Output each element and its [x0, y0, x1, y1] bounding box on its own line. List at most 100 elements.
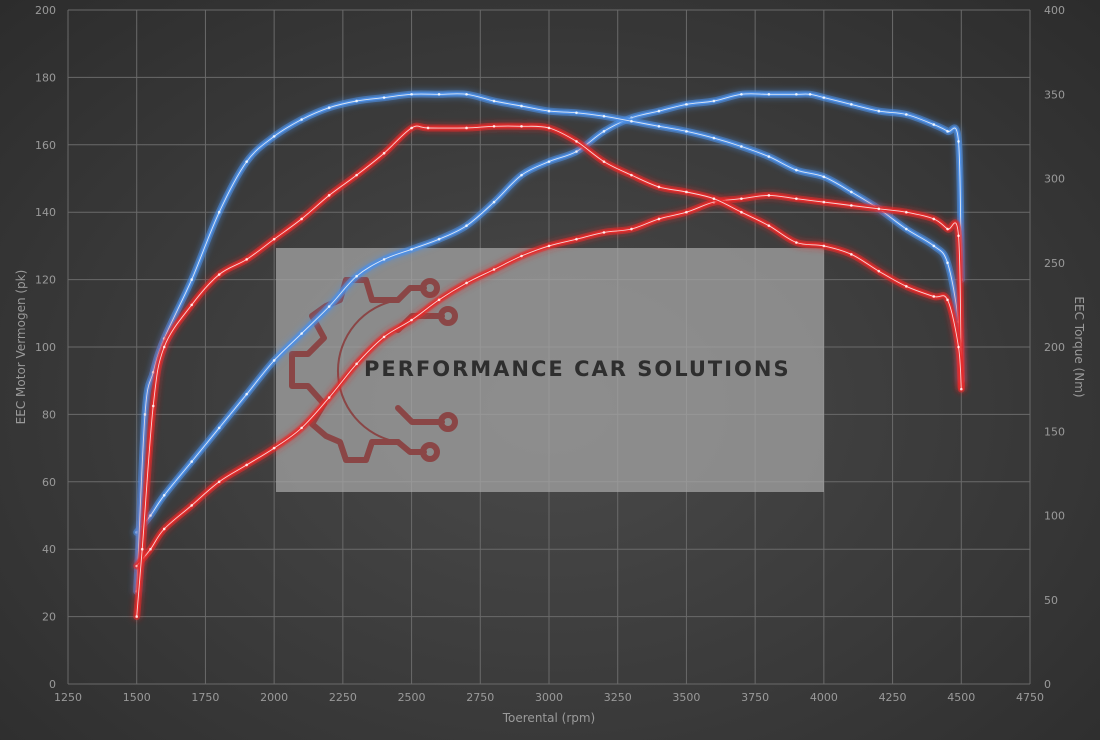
series-point	[327, 106, 331, 110]
series-point	[685, 190, 688, 194]
series-point	[740, 92, 743, 96]
series-point	[795, 241, 798, 244]
y-left-tick-label: 40	[42, 543, 56, 556]
series-point	[410, 247, 413, 251]
series-point	[300, 217, 303, 221]
series-point	[822, 244, 826, 248]
series-point	[547, 109, 551, 113]
series-point	[808, 92, 812, 96]
x-tick-label: 3500	[672, 691, 700, 704]
x-tick-label: 2750	[466, 691, 494, 704]
series-point	[245, 258, 248, 261]
axes: 1250 1500 1750 2000 2250 2500 2750 3000 3250 3500…	[35, 4, 1065, 704]
series-point	[465, 126, 468, 130]
series-point	[877, 207, 881, 211]
series-point	[547, 160, 551, 163]
y-right-tick-label: 400	[1044, 4, 1065, 17]
series-point	[795, 197, 798, 201]
series-point	[740, 197, 743, 201]
series-point	[630, 119, 633, 123]
series-point	[602, 231, 606, 234]
series-point	[140, 547, 144, 551]
x-tick-label: 2500	[398, 691, 426, 704]
series-point	[437, 237, 441, 241]
series-point	[245, 160, 248, 163]
series-point	[602, 160, 606, 163]
series-point	[272, 359, 276, 362]
series-point	[905, 285, 908, 288]
y-left-tick-label: 100	[35, 341, 56, 354]
series-point	[685, 103, 688, 106]
x-tick-label: 4500	[947, 691, 975, 704]
y-right-tick-label: 200	[1044, 341, 1065, 354]
y-axis-right-title: EEC Torque (Nm)	[1072, 296, 1086, 397]
series-point	[355, 274, 358, 278]
y-left-tick-label: 180	[35, 71, 56, 84]
series-point	[190, 303, 193, 307]
x-tick-label: 1750	[191, 691, 219, 704]
series-point	[492, 99, 496, 103]
series-point	[245, 463, 248, 467]
series-point	[657, 185, 661, 189]
series-point	[685, 130, 688, 133]
series-point	[492, 200, 496, 204]
y-right-tick-label: 100	[1044, 510, 1065, 523]
series-point	[602, 130, 606, 133]
series-point	[905, 210, 908, 214]
y-axis-left-title: EEC Motor Vermogen (pk)	[14, 270, 28, 425]
series-point	[355, 173, 358, 177]
series-point	[300, 332, 303, 335]
series-point	[300, 118, 303, 121]
series-point	[850, 190, 853, 194]
series-point	[437, 92, 441, 96]
x-tick-label: 1500	[123, 691, 151, 704]
series-point	[520, 173, 523, 177]
x-tick-label: 1250	[54, 691, 82, 704]
y-left-tick-label: 160	[35, 139, 56, 152]
series-point	[850, 253, 853, 256]
series-line-4	[133, 122, 965, 621]
series-layer	[133, 90, 965, 621]
series-point	[143, 413, 147, 416]
series-point	[410, 318, 413, 322]
x-tick-label: 3250	[604, 691, 632, 704]
series-point	[630, 173, 633, 177]
y-left-tick-label: 120	[35, 274, 56, 287]
y-left-tick-label: 200	[35, 4, 56, 17]
series-point	[410, 126, 413, 130]
x-tick-label: 3750	[741, 691, 769, 704]
series-line-2	[133, 90, 965, 595]
series-point	[355, 362, 358, 366]
series-point	[957, 345, 960, 349]
x-tick-label: 4000	[810, 691, 838, 704]
series-point	[822, 175, 826, 179]
series-point	[272, 135, 276, 138]
series-line-1	[133, 90, 965, 536]
x-axis-title: Toerental (rpm)	[502, 711, 595, 725]
y-right-tick-label: 150	[1044, 425, 1065, 438]
series-point	[767, 194, 771, 197]
series-point	[355, 99, 358, 103]
series-point	[382, 258, 386, 261]
series-point	[520, 254, 523, 258]
series-point	[465, 281, 468, 285]
series-point	[740, 210, 743, 214]
series-point	[877, 269, 881, 273]
series-point	[465, 224, 468, 227]
series-point	[932, 244, 936, 248]
series-point	[946, 130, 949, 133]
series-point	[327, 305, 331, 308]
series-point	[547, 126, 551, 130]
watermark: PERFORMANCE CAR SOLUTIONS	[276, 248, 824, 492]
series-point	[767, 224, 771, 227]
series-point	[190, 460, 193, 463]
series-point	[822, 200, 826, 204]
series-line-3	[133, 191, 965, 570]
series-point	[932, 217, 936, 221]
y-left-tick-label: 80	[42, 408, 56, 421]
series-point	[149, 547, 152, 551]
y-right-tick-label: 50	[1044, 594, 1058, 607]
series-point	[740, 145, 743, 148]
series-point	[657, 124, 661, 128]
